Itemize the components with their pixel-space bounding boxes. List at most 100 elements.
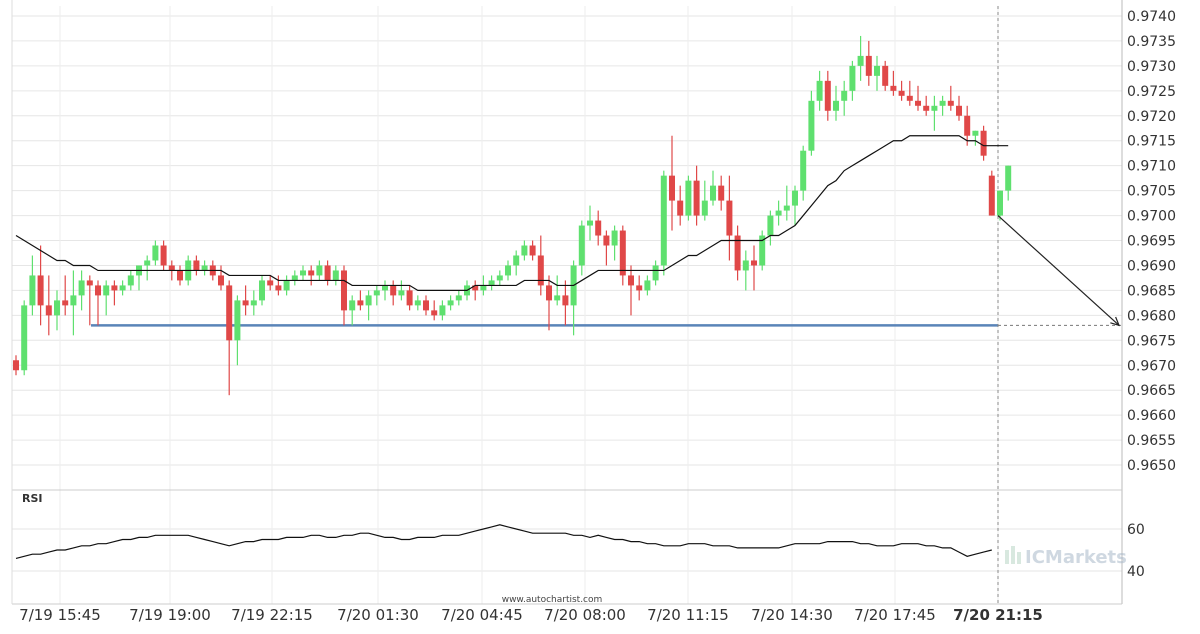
candle [201, 260, 208, 276]
candle-body [849, 65, 856, 91]
candle [783, 185, 790, 221]
candle-body [751, 260, 757, 266]
y-tick-label: 0.9730 [1127, 59, 1176, 75]
candle [390, 280, 397, 306]
candle [111, 280, 118, 306]
candle [980, 125, 987, 161]
candle [406, 285, 413, 311]
candle [669, 135, 675, 231]
candle-body [726, 200, 733, 236]
x-tick-label: 7/20 08:00 [544, 606, 626, 624]
candle-body [160, 245, 167, 266]
candle [259, 275, 265, 306]
candle-body [29, 275, 36, 306]
candle-body [546, 285, 552, 301]
candle [619, 225, 626, 286]
x-tick-label: 7/20 11:15 [647, 606, 729, 624]
x-tick-label: 7/19 19:00 [129, 606, 211, 624]
candle-body [70, 295, 77, 306]
candle-body [259, 280, 265, 301]
candle [86, 275, 93, 326]
candle-body [931, 105, 938, 111]
rsi-line [15, 524, 992, 559]
candle-body [997, 190, 1003, 216]
candle-body [423, 300, 429, 311]
candle-body [521, 245, 528, 256]
candle [431, 300, 438, 321]
candle [947, 85, 954, 111]
candle [808, 90, 815, 156]
projection-arrow [997, 215, 1120, 326]
candle [841, 80, 848, 116]
candle [193, 255, 200, 276]
candle-body [619, 230, 626, 276]
candle-body [45, 305, 52, 316]
y-tick-label: 0.9725 [1127, 84, 1176, 100]
candle [119, 280, 126, 296]
candle-body [767, 215, 774, 236]
candle-body [168, 265, 175, 271]
y-tick-label: 0.9695 [1127, 234, 1176, 250]
candle-body [701, 200, 708, 216]
candle [521, 240, 528, 261]
candle-body [316, 265, 323, 276]
candle-body [800, 150, 807, 191]
y-tick-label: 0.9715 [1127, 134, 1176, 150]
x-tick-label: 7/20 14:30 [751, 606, 833, 624]
candle-body [1005, 165, 1012, 191]
rsi-layer [15, 524, 992, 559]
candle [578, 220, 585, 276]
projection-layer [997, 215, 1121, 327]
candle [62, 275, 69, 316]
candle-body [308, 270, 315, 276]
candle-body [529, 245, 536, 256]
candle-body [103, 285, 110, 296]
candle-body [775, 210, 782, 216]
candle [710, 170, 716, 206]
y-tick-label: 0.9710 [1127, 159, 1176, 175]
candle-body [480, 285, 487, 291]
y-tick-label: 0.9675 [1127, 333, 1176, 349]
candle [562, 280, 569, 326]
candle-body [455, 295, 462, 301]
candle-body [808, 100, 815, 151]
candle [103, 280, 110, 316]
candle-body [947, 100, 954, 106]
candle-body [939, 100, 946, 106]
candle [701, 180, 708, 221]
candle [554, 275, 561, 306]
candle [546, 275, 552, 331]
watermark-url: www.autochartist.com [502, 595, 603, 605]
candle [906, 80, 913, 106]
candle [488, 275, 495, 291]
candle [218, 265, 224, 291]
candle-body [841, 90, 848, 101]
candle-body [291, 275, 298, 281]
candle-body [587, 220, 593, 226]
candle-body [595, 220, 602, 236]
candle-body [890, 85, 897, 91]
candle [693, 165, 700, 226]
candle-body [865, 55, 872, 76]
candle-body [439, 305, 446, 316]
candle [751, 245, 757, 291]
candle [242, 285, 249, 316]
candle [78, 270, 85, 311]
candle-body [783, 205, 790, 211]
candle-body [119, 285, 126, 291]
candle-body [324, 265, 331, 281]
candle-body [144, 260, 151, 266]
candle-body [341, 270, 347, 311]
candle-body [816, 80, 823, 101]
y-tick-label: 0.9720 [1127, 109, 1176, 125]
candle-body [603, 235, 610, 246]
candle-body [300, 270, 306, 276]
candle-body [78, 280, 85, 296]
candle-body [513, 255, 520, 266]
candle [472, 280, 479, 301]
candle [988, 170, 995, 216]
candle [455, 290, 462, 306]
y-tick-label: 0.9740 [1127, 9, 1176, 25]
candle [226, 280, 233, 396]
candle [800, 145, 807, 201]
